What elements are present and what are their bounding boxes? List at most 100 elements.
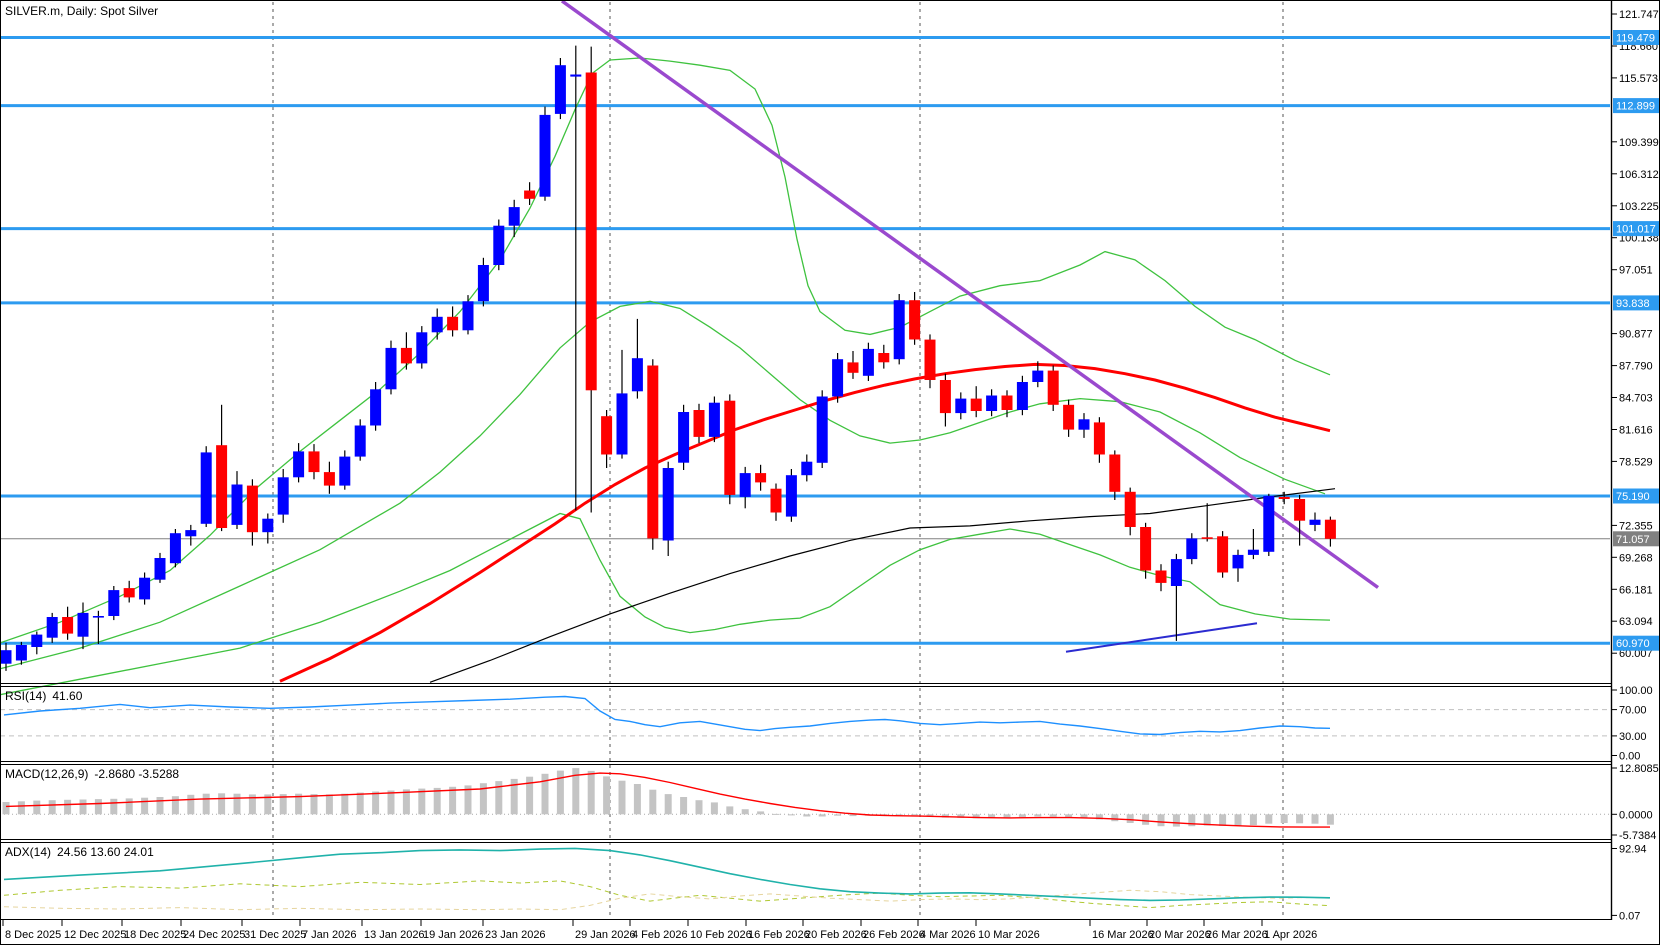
candle-body [955,398,967,414]
candle-body [1278,496,1290,499]
candle-body [816,396,828,463]
macd-histogram-bar [510,778,518,815]
date-axis-label: 23 Jan 2026 [485,929,546,941]
sr-price-tag[interactable] [1613,98,1659,114]
macd-histogram-bar [1280,814,1288,823]
candle-body [1109,454,1121,492]
candle-body [970,398,982,411]
price-axis-label: 72.355 [1619,520,1653,532]
macd-histogram-bar [1234,814,1242,826]
candle-body [216,445,228,528]
rsi-axis-label: 100.00 [1619,685,1653,697]
date-axis-label: 16 Feb 2026 [748,929,810,941]
macd-histogram-bar [926,814,934,817]
candle-body [139,577,151,600]
sr-price-tag-label: 119.479 [1616,33,1655,45]
candle-body [1201,537,1213,539]
current-price-tag [1613,531,1659,547]
candle-body [570,74,582,77]
adx-name: ADX(14) [5,845,52,859]
macd-signal-line [5,772,1330,828]
macd-histogram-bar [680,797,688,815]
candle-body [108,590,120,616]
date-axis-label: 26 Mar 2026 [1206,929,1268,941]
date-axis-label: 7 Jan 2026 [302,929,356,941]
macd-histogram-bar [141,797,149,815]
price-axis-label: 60.007 [1619,648,1653,660]
price-axis-label: 63.094 [1619,616,1653,628]
candle-body [832,359,844,397]
date-axis-label: 8 Dec 2025 [5,929,61,941]
candle-body [493,225,505,265]
date-axis-label: 29 Jan 2026 [575,929,636,941]
price-axis-label: 78.529 [1619,456,1653,468]
candle-body [1063,404,1075,430]
moving-average-red [279,362,1331,683]
macd-histogram-bar [295,793,303,815]
trendline-descending[interactable] [560,0,1380,589]
macd-histogram-bar [156,797,164,815]
macd-histogram-bar [1188,814,1196,827]
sr-price-tag[interactable] [1613,30,1659,45]
sr-price-tag[interactable] [1613,488,1659,504]
candle-body [1047,370,1059,405]
macd-histogram-bar [726,806,734,815]
macd-histogram-bar [125,798,133,815]
candle-body [0,650,12,664]
macd-histogram-bar [957,814,965,818]
macd-histogram-bar [1003,814,1011,818]
candle-body [323,472,335,486]
candle-body [1186,538,1198,560]
macd-histogram-bar [1080,814,1088,819]
adx-axis-label: 0.07 [1619,910,1640,922]
candle-body [739,473,751,497]
candle-body [1309,519,1321,525]
macd-histogram-bar [187,794,195,815]
macd-histogram-bar [1065,814,1073,818]
candle-body [1324,519,1336,539]
bollinger-upper-band [0,57,1331,644]
macd-histogram-bar [772,813,780,815]
rsi-name: RSI(14) [5,689,47,703]
macd-histogram-bar [787,814,795,816]
sr-price-tag-label: 60.970 [1616,638,1650,650]
macd-histogram-bar [1326,814,1334,825]
trendline-short[interactable] [1065,622,1258,653]
macd-histogram-bar [1203,814,1211,826]
macd-histogram-bar [572,768,580,815]
price-axis-label: 87.790 [1619,361,1653,373]
rsi-axis-label: 0.00 [1619,751,1640,763]
candle-body [246,485,258,533]
sr-price-tag-label: 75.190 [1616,491,1650,503]
candle-body [847,362,859,373]
sr-price-tag[interactable] [1613,221,1659,237]
date-axis-label: 1 Apr 2026 [1264,929,1317,941]
bollinger-lower-band [0,512,1331,696]
candle-body [524,190,536,199]
macd-histogram-bar [218,793,226,815]
candle-body [1232,554,1244,569]
macd-histogram-bar [757,811,765,815]
candle-body [893,300,905,360]
bollinger-middle-band [0,300,1326,670]
candle-body [354,425,366,457]
date-axis-label: 13 Jan 2026 [364,929,425,941]
candle-body [1140,527,1152,571]
candle-body [1093,422,1105,455]
sr-price-tag[interactable] [1613,295,1659,311]
candle-body [477,265,489,302]
candle-body [647,365,659,539]
candle-body [601,416,613,455]
macd-histogram-bar [110,798,118,815]
candle-body [447,316,459,331]
macd-histogram-bar [603,776,611,815]
sr-price-tag-label: 93.838 [1616,298,1650,310]
sr-price-tag[interactable] [1613,635,1659,651]
price-axis-label: 69.268 [1619,552,1653,564]
candle-body [370,389,382,426]
candle-body [1155,570,1167,583]
macd-histogram-bar [1265,814,1273,824]
date-axis-label: 12 Dec 2025 [64,929,126,941]
macd-axis-label: 12.8085 [1619,763,1659,775]
